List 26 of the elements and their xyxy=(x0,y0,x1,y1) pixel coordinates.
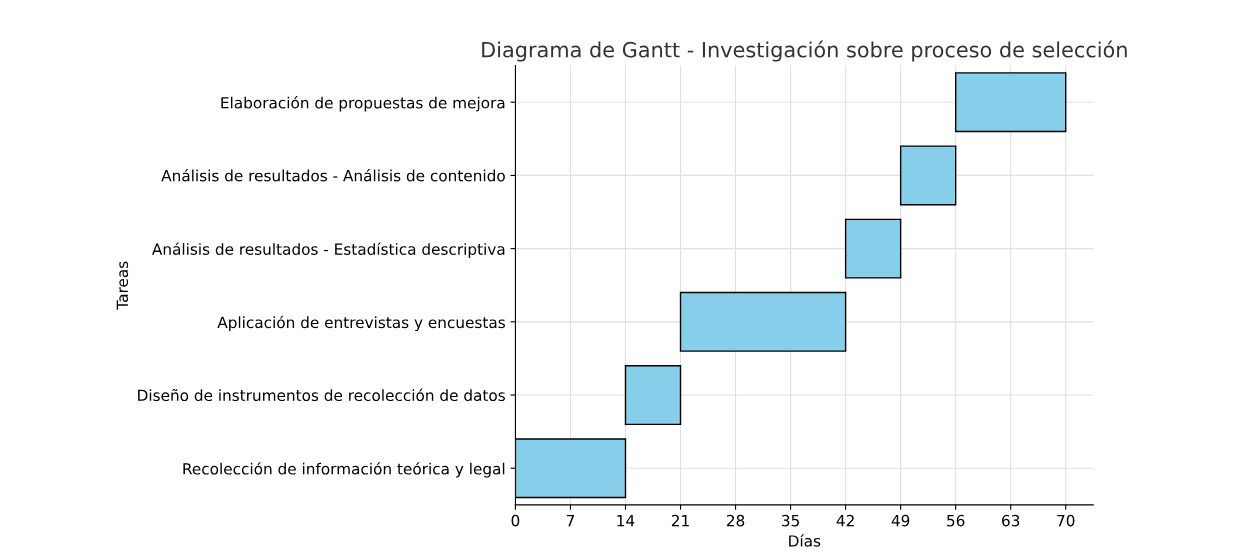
x-tick-label: 21 xyxy=(671,514,689,527)
x-tick-label: 42 xyxy=(836,514,854,527)
y-tick-label: Elaboración de propuestas de mejora xyxy=(221,96,505,112)
x-tick-label: 35 xyxy=(782,514,799,527)
bar xyxy=(515,438,627,499)
chart-title: Diagrama de Gantt - Investigación sobre proceso de selección xyxy=(482,40,1127,62)
bar xyxy=(899,145,957,206)
y-tick-label: Recolección de información teórica y legal xyxy=(183,462,505,478)
bar xyxy=(624,365,682,426)
x-tick-label: 7 xyxy=(566,515,575,527)
bar xyxy=(679,291,847,352)
y-axis-title: Tareas xyxy=(116,261,129,310)
x-tick-label: 56 xyxy=(947,514,965,527)
x-tick-label: 63 xyxy=(1002,514,1020,527)
x-tick-label: 28 xyxy=(726,514,745,527)
bar xyxy=(844,218,902,279)
x-axis-title: Días xyxy=(789,534,821,547)
y-tick-label: Diseño de instrumentos de recolección de datos xyxy=(138,388,505,402)
y-tick-label: Aplicación de entrevistas y encuestas xyxy=(217,315,505,332)
x-tick-label: 70 xyxy=(1057,514,1075,527)
bar xyxy=(954,72,1067,133)
y-tick-label: Análisis de resultados - Análisis de contenido xyxy=(161,169,505,182)
x-tick-label: 49 xyxy=(891,514,910,527)
x-tick-label: 0 xyxy=(511,514,520,527)
y-tick-label: Análisis de resultados - Estadística descriptiva xyxy=(152,242,505,258)
x-tick-label: 14 xyxy=(617,515,635,527)
